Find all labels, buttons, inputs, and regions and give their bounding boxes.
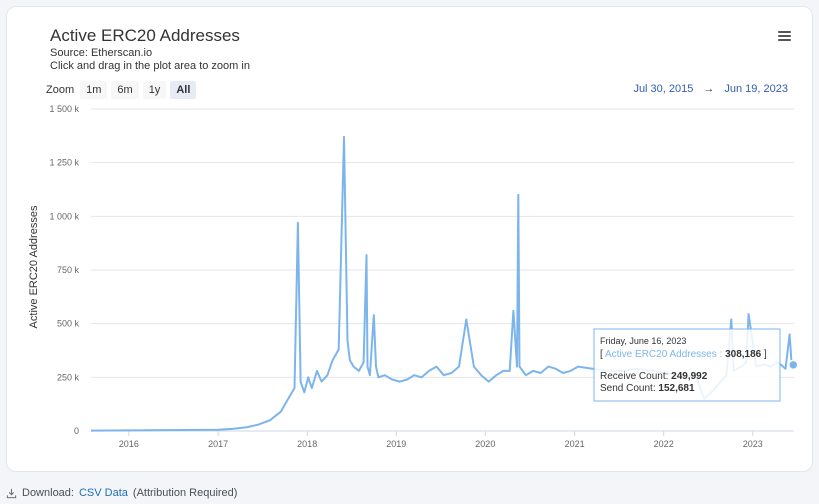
tooltip-date: Friday, June 16, 2023 — [600, 336, 686, 346]
x-tick-label: 2016 — [119, 439, 139, 449]
zoom-bar: Zoom 1m 6m 1y All — [46, 81, 197, 99]
zoom-6m-button[interactable]: 6m — [111, 81, 139, 99]
tooltip-series-value: 308,186 — [725, 349, 762, 360]
y-tick-label: 1 000 k — [49, 211, 79, 221]
hamburger-menu-icon[interactable] — [776, 29, 794, 45]
y-tick-label: 1 250 k — [49, 158, 79, 168]
grid-lines — [91, 108, 794, 432]
x-tick-label: 2023 — [743, 439, 763, 449]
tooltip-send: Send Count: 152,681 — [600, 383, 695, 394]
tooltip-series-name: Active ERC20 Addresses — [605, 349, 717, 360]
range-to[interactable]: Jun 19, 2023 — [724, 83, 788, 95]
x-tick-label: 2022 — [654, 439, 674, 449]
zoom-label: Zoom — [46, 84, 75, 96]
chart-title: Active ERC20 Addresses — [50, 26, 240, 45]
y-tick-label: 0 — [74, 426, 79, 436]
zoom-1m-button[interactable]: 1m — [80, 81, 108, 99]
tooltip-series-line: [ Active ERC20 Addresses : 308,186 ] — [600, 349, 767, 360]
y-tick-label: 250 k — [57, 372, 80, 382]
date-range: Jul 30, 2015 → Jun 19, 2023 — [633, 83, 788, 95]
footer-suffix: (Attribution Required) — [132, 487, 238, 499]
y-tick-label: 500 k — [57, 319, 80, 329]
zoom-all-button[interactable]: All — [170, 81, 197, 99]
y-axis-label: Active ERC20 Addresses — [28, 205, 40, 328]
chart-source: Source: Etherscan.io — [50, 47, 153, 59]
footer: Download: CSV Data (Attribution Required… — [6, 487, 237, 499]
y-axis-ticks: 0 250 k 500 k 750 k 1 000 k 1 250 k 1 500 k — [49, 104, 79, 436]
x-tick-label: 2018 — [297, 439, 317, 449]
range-from[interactable]: Jul 30, 2015 — [633, 83, 694, 95]
line-chart[interactable]: 0 250 k 500 k 750 k 1 000 k 1 250 k 1 500 k 20… — [7, 7, 813, 472]
x-tick-label: 2020 — [475, 439, 495, 449]
y-tick-label: 750 k — [57, 265, 80, 275]
x-tick-label: 2021 — [565, 439, 585, 449]
download-icon — [6, 488, 17, 498]
footer-prefix: Download: — [22, 487, 74, 499]
range-arrow: → — [703, 83, 715, 95]
y-tick-label: 1 500 k — [49, 104, 79, 114]
hover-point[interactable] — [788, 359, 799, 371]
csv-data-link[interactable]: CSV Data — [78, 487, 128, 499]
chart-hint: Click and drag in the plot area to zoom … — [50, 60, 250, 72]
x-tick-label: 2019 — [386, 439, 406, 449]
x-axis-ticks: 2016 2017 2018 2019 2020 2021 2022 2023 — [119, 431, 763, 449]
tooltip-receive: Receive Count: 249,992 — [600, 371, 708, 382]
chart-tooltip: Friday, June 16, 2023 [ Active ERC20 Add… — [593, 328, 781, 402]
zoom-1y-button[interactable]: 1y — [142, 81, 167, 99]
chart-card: Active ERC20 Addresses Source: Etherscan… — [6, 6, 813, 472]
x-tick-label: 2017 — [208, 439, 228, 449]
